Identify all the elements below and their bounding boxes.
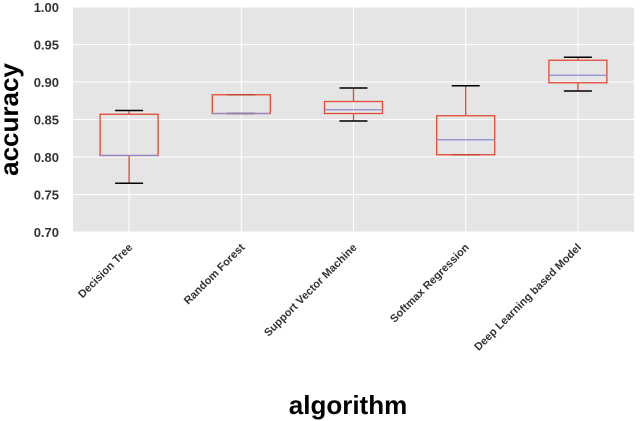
y-tick-label: 1.00 bbox=[34, 0, 59, 15]
y-tick-label: 0.85 bbox=[34, 113, 59, 128]
y-tick-label: 0.80 bbox=[34, 150, 59, 165]
x-tick-label: Support Vector Machine bbox=[262, 242, 360, 340]
x-tick-label: Softmax Regression bbox=[388, 241, 472, 325]
y-tick-label: 0.90 bbox=[34, 75, 59, 90]
iqr-box bbox=[436, 115, 496, 156]
x-tick-label: Decision Tree bbox=[76, 242, 135, 301]
y-tick-label: 0.75 bbox=[34, 188, 59, 203]
box-3 bbox=[323, 87, 384, 122]
x-axis-title: algorithm bbox=[289, 390, 407, 420]
y-tick-label: 0.95 bbox=[34, 38, 59, 53]
x-tick-label: Deep Learning based Model bbox=[472, 242, 584, 354]
y-axis-title: accuracy bbox=[0, 63, 24, 176]
box-2 bbox=[211, 94, 271, 115]
y-tick-label: 0.70 bbox=[34, 225, 59, 240]
iqr-box bbox=[548, 59, 608, 84]
box-series bbox=[99, 56, 608, 184]
x-axis-ticks: Decision Tree Random Forest Support Vector… bbox=[76, 241, 584, 353]
x-tick-label: Random Forest bbox=[182, 241, 248, 307]
box-5 bbox=[548, 56, 608, 92]
y-axis-ticks: 0.70 0.75 0.80 0.85 0.90 0.95 1.00 bbox=[34, 0, 59, 240]
box-4 bbox=[436, 85, 496, 156]
box-1 bbox=[99, 109, 159, 184]
iqr-box bbox=[323, 100, 384, 115]
